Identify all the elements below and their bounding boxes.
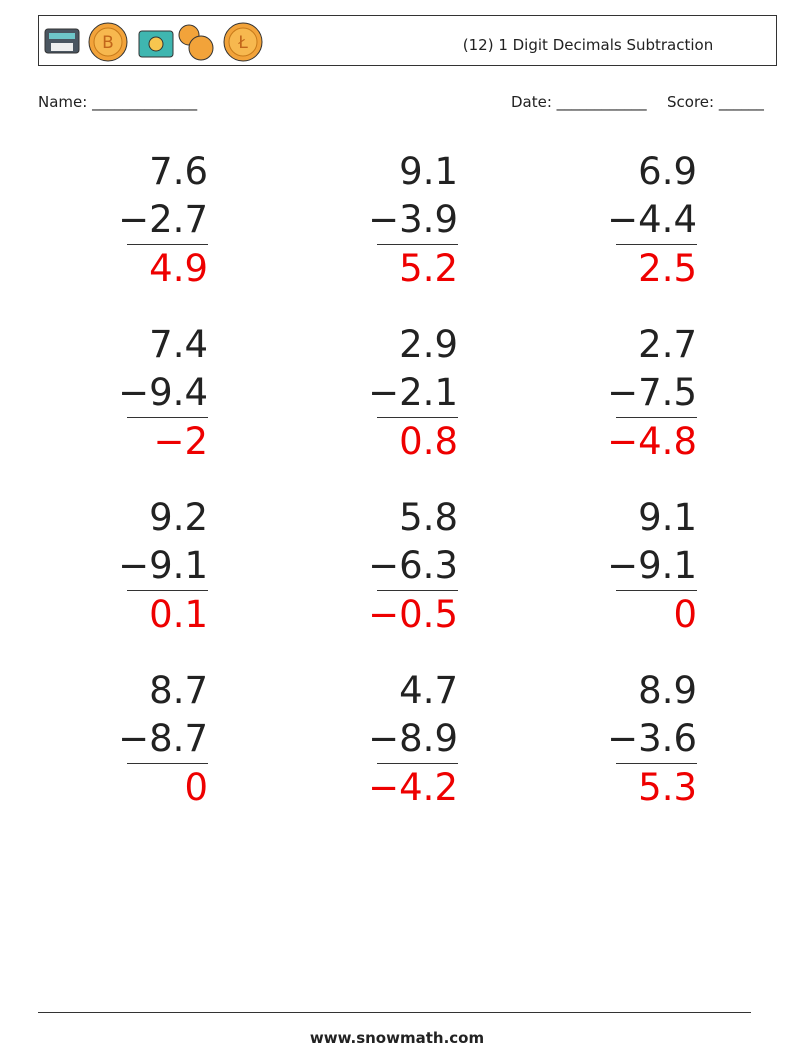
answer: 5.3 [638, 766, 697, 809]
answer-rule [127, 244, 208, 245]
answer-rule [616, 244, 697, 245]
bottom-operand: −9.4 [118, 371, 208, 414]
date-field: Date: ____________ [511, 93, 647, 111]
bottom-operand: −2.1 [368, 371, 458, 414]
bottom-operand: −8.9 [368, 717, 458, 760]
top-operand: 7.6 [149, 150, 208, 193]
score-field: Score: ______ [667, 93, 764, 111]
top-operand: 5.8 [399, 496, 458, 539]
answer-rule [377, 244, 458, 245]
bottom-operand: −9.1 [118, 544, 208, 587]
top-operand: 2.9 [399, 323, 458, 366]
answer: −4.8 [607, 420, 697, 463]
answer: 4.9 [149, 247, 208, 290]
bottom-operand: −4.4 [607, 198, 697, 241]
answer: −2 [153, 420, 208, 463]
answer: −4.2 [368, 766, 458, 809]
answer-rule [616, 763, 697, 764]
top-operand: 2.7 [638, 323, 697, 366]
header-box: B Ł [38, 15, 777, 66]
top-operand: 6.9 [638, 150, 697, 193]
footer-rule [38, 1012, 751, 1013]
answer: 0 [184, 766, 208, 809]
bottom-operand: −2.7 [118, 198, 208, 241]
svg-text:B: B [102, 33, 114, 53]
bottom-operand: −6.3 [368, 544, 458, 587]
bottom-operand: −9.1 [607, 544, 697, 587]
answer-rule [127, 417, 208, 418]
answer: 5.2 [399, 247, 458, 290]
answer: 0.1 [149, 593, 208, 636]
name-field: Name: ______________ [38, 93, 198, 111]
answer: 0.8 [399, 420, 458, 463]
top-operand: 4.7 [399, 669, 458, 712]
answer: −0.5 [368, 593, 458, 636]
bottom-operand: −8.7 [118, 717, 208, 760]
top-operand: 7.4 [149, 323, 208, 366]
bottom-operand: −3.6 [607, 717, 697, 760]
answer-rule [377, 590, 458, 591]
answer: 2.5 [638, 247, 697, 290]
top-operand: 9.1 [638, 496, 697, 539]
answer-rule [127, 763, 208, 764]
bottom-operand: −3.9 [368, 198, 458, 241]
top-operand: 8.7 [149, 669, 208, 712]
answer-rule [377, 763, 458, 764]
top-operand: 9.2 [149, 496, 208, 539]
answer-rule [127, 590, 208, 591]
top-operand: 9.1 [399, 150, 458, 193]
worksheet-title: (12) 1 Digit Decimals Subtraction [462, 36, 714, 54]
header-icons: B Ł [44, 22, 263, 62]
answer-rule [616, 590, 697, 591]
answer: 0 [673, 593, 697, 636]
footer-site: www.snowmath.com [309, 1029, 485, 1047]
answer-rule [616, 417, 697, 418]
answer-rule [377, 417, 458, 418]
svg-text:Ł: Ł [237, 33, 248, 53]
bottom-operand: −7.5 [607, 371, 697, 414]
top-operand: 8.9 [638, 669, 697, 712]
